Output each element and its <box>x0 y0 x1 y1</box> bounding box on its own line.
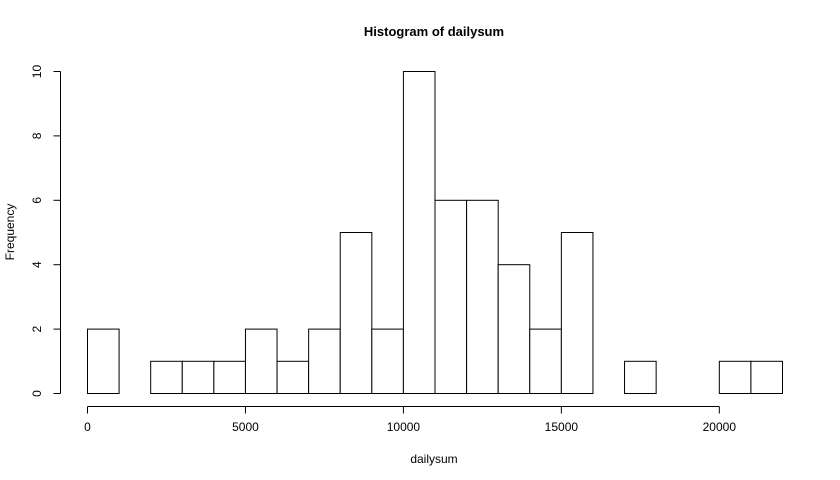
y-tick-label: 0 <box>30 390 44 397</box>
y-axis-label: Frequency <box>3 204 17 261</box>
y-tick-label: 8 <box>30 132 44 139</box>
y-tick-label: 4 <box>30 261 44 268</box>
chart-title: Histogram of dailysum <box>364 24 504 39</box>
histogram-bar <box>402 71 436 394</box>
y-tick-label: 10 <box>30 65 44 79</box>
histogram-bar <box>750 360 783 394</box>
x-axis: 0 5000 10000 15000 20000 <box>84 406 737 434</box>
y-axis: 0 2 4 6 8 10 <box>30 65 61 397</box>
x-tick-label: 10000 <box>387 420 421 434</box>
x-axis-label: dailysum <box>410 452 457 466</box>
histogram-bar <box>150 360 183 394</box>
histogram-bar <box>434 199 468 394</box>
histogram-bar <box>718 360 752 394</box>
x-tick-label: 0 <box>84 420 91 434</box>
histogram-bar <box>276 360 310 394</box>
histogram-bar <box>213 360 246 394</box>
bars-group <box>87 71 783 395</box>
histogram-bar <box>624 360 657 394</box>
histogram-bar <box>339 232 373 394</box>
histogram-bar <box>529 328 562 395</box>
histogram-bar <box>497 264 531 395</box>
y-tick-label: 6 <box>30 197 44 204</box>
histogram-bar <box>181 360 215 394</box>
y-tick-label: 2 <box>30 325 44 332</box>
histogram-bar <box>308 328 341 395</box>
histogram-bar <box>466 199 499 394</box>
histogram-bar <box>87 328 120 395</box>
histogram-bar <box>560 232 594 394</box>
x-tick-label: 5000 <box>232 420 259 434</box>
x-tick-label: 20000 <box>703 420 737 434</box>
histogram-bar <box>244 328 278 395</box>
x-tick-label: 15000 <box>545 420 579 434</box>
histogram-bar <box>371 328 404 395</box>
